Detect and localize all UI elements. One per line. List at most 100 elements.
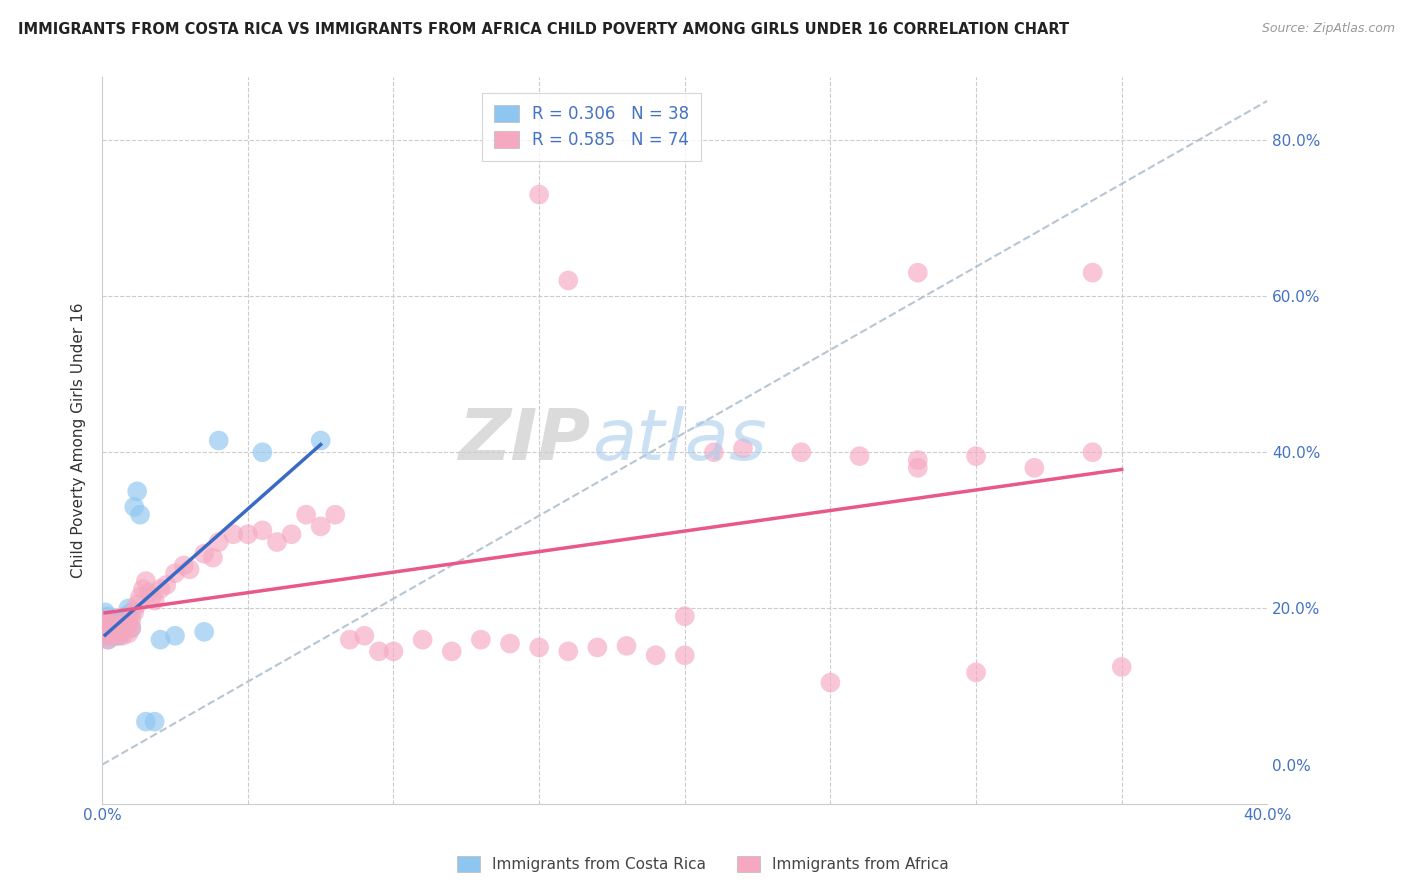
Point: [1111, 660, 1133, 674]
Point: [149, 632, 172, 647]
Point: [353, 629, 375, 643]
Point: [673, 609, 696, 624]
Legend: Immigrants from Costa Rica, Immigrants from Africa: Immigrants from Costa Rica, Immigrants f…: [450, 848, 956, 880]
Point: [703, 445, 725, 459]
Point: [108, 626, 131, 640]
Point: [105, 613, 128, 627]
Point: [280, 527, 302, 541]
Point: [111, 613, 134, 627]
Point: [120, 621, 142, 635]
Point: [309, 434, 332, 448]
Point: [323, 508, 346, 522]
Point: [97, 624, 120, 639]
Point: [108, 629, 131, 643]
Point: [122, 500, 145, 514]
Point: [114, 621, 136, 635]
Point: [114, 621, 136, 635]
Point: [820, 675, 842, 690]
Point: [440, 644, 463, 658]
Point: [111, 621, 134, 635]
Point: [309, 519, 332, 533]
Point: [117, 626, 139, 640]
Point: [586, 640, 609, 655]
Point: [368, 644, 391, 658]
Point: [100, 621, 122, 635]
Point: [143, 593, 166, 607]
Point: [100, 613, 122, 627]
Point: [108, 618, 131, 632]
Point: [731, 442, 754, 456]
Point: [120, 613, 142, 627]
Point: [208, 535, 231, 549]
Point: [94, 621, 117, 635]
Point: [120, 605, 142, 619]
Point: [117, 617, 139, 632]
Point: [527, 640, 550, 655]
Point: [97, 609, 120, 624]
Point: [94, 605, 117, 619]
Point: [127, 484, 149, 499]
Point: [236, 527, 259, 541]
Point: [97, 632, 120, 647]
Point: [965, 665, 987, 680]
Point: [129, 590, 152, 604]
Point: [100, 613, 122, 627]
Point: [266, 535, 288, 549]
Point: [97, 632, 120, 647]
Point: [114, 609, 136, 624]
Point: [100, 621, 122, 635]
Point: [907, 453, 929, 467]
Point: [412, 632, 434, 647]
Point: [117, 618, 139, 632]
Point: [163, 566, 186, 581]
Point: [103, 629, 125, 643]
Point: [557, 273, 579, 287]
Point: [103, 621, 125, 635]
Point: [907, 266, 929, 280]
Point: [120, 621, 142, 635]
Point: [673, 648, 696, 663]
Point: [295, 508, 318, 522]
Point: [135, 714, 157, 729]
Point: [193, 547, 215, 561]
Point: [111, 629, 134, 643]
Point: [122, 605, 145, 619]
Point: [117, 601, 139, 615]
Point: [201, 550, 224, 565]
Point: [114, 613, 136, 627]
Point: [105, 621, 128, 635]
Point: [105, 621, 128, 635]
Point: [1081, 445, 1104, 459]
Point: [616, 639, 638, 653]
Point: [790, 445, 813, 459]
Point: [94, 621, 117, 635]
Legend: R = 0.306   N = 38, R = 0.585   N = 74: R = 0.306 N = 38, R = 0.585 N = 74: [482, 93, 702, 161]
Point: [252, 524, 274, 538]
Point: [965, 449, 987, 463]
Point: [103, 617, 125, 632]
Point: [97, 624, 120, 639]
Text: atlas: atlas: [592, 406, 766, 475]
Point: [143, 714, 166, 729]
Point: [193, 624, 215, 639]
Point: [103, 626, 125, 640]
Point: [179, 562, 201, 576]
Point: [252, 445, 274, 459]
Point: [163, 629, 186, 643]
Point: [1081, 266, 1104, 280]
Point: [100, 624, 122, 639]
Point: [111, 618, 134, 632]
Y-axis label: Child Poverty Among Girls Under 16: Child Poverty Among Girls Under 16: [72, 302, 86, 578]
Point: [208, 434, 231, 448]
Point: [105, 629, 128, 643]
Text: Source: ZipAtlas.com: Source: ZipAtlas.com: [1261, 22, 1395, 36]
Point: [527, 187, 550, 202]
Point: [907, 461, 929, 475]
Point: [94, 613, 117, 627]
Point: [470, 632, 492, 647]
Point: [222, 527, 245, 541]
Point: [105, 629, 128, 643]
Point: [499, 636, 522, 650]
Point: [97, 617, 120, 632]
Point: [173, 558, 195, 573]
